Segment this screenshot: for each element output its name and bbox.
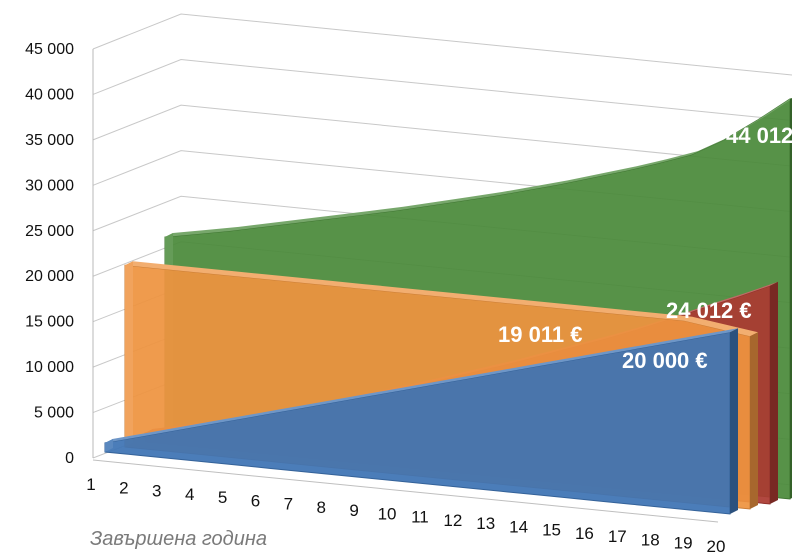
area-series-end: [770, 282, 778, 504]
x-tick-label: 20: [707, 537, 726, 552]
x-tick-label: 5: [218, 488, 227, 507]
data-label: 44 012 €: [726, 123, 792, 148]
y-tick-label: 35 000: [25, 132, 74, 149]
y-tick-label: 0: [65, 450, 74, 467]
y-tick-label: 10 000: [25, 359, 74, 376]
area-series-start: [125, 261, 133, 447]
data-label: 19 011 €: [498, 322, 582, 347]
gridline: [93, 60, 792, 121]
x-tick-label: 11: [411, 508, 429, 527]
x-tick-label: 1: [86, 475, 95, 494]
x-tick-label: 18: [641, 530, 660, 549]
y-tick-label: 40 000: [25, 86, 74, 103]
x-tick-label: 10: [378, 504, 397, 523]
area-series-end: [730, 328, 738, 514]
x-tick-label: 14: [509, 517, 528, 536]
x-tick-label: 15: [542, 521, 561, 540]
x-tick-label: 3: [152, 482, 161, 501]
y-tick-label: 45 000: [25, 41, 74, 58]
x-tick-label: 4: [185, 485, 194, 504]
x-tick-label: 9: [349, 501, 358, 520]
x-tick-label: 6: [251, 491, 260, 510]
data-label: 20 000 €: [622, 348, 708, 373]
y-tick-label: 20 000: [25, 268, 74, 285]
x-tick-label: 13: [476, 514, 495, 533]
y-tick-label: 25 000: [25, 223, 74, 240]
y-tick-label: 15 000: [25, 314, 74, 331]
x-tick-label: 16: [575, 524, 594, 543]
x-tick-label: 7: [284, 495, 293, 514]
x-tick-label: 12: [443, 511, 462, 530]
x-tick-label: 19: [674, 534, 693, 552]
x-axis-title: Завършена година: [90, 528, 267, 550]
area-series-end: [750, 332, 758, 509]
x-tick-label: 8: [317, 498, 326, 517]
data-label: 24 012 €: [666, 298, 752, 323]
x-tick-label: 2: [119, 478, 128, 497]
y-tick-label: 5 000: [34, 405, 74, 422]
y-tick-label: 30 000: [25, 177, 74, 194]
x-tick-label: 17: [608, 527, 627, 546]
gridline: [93, 14, 792, 75]
